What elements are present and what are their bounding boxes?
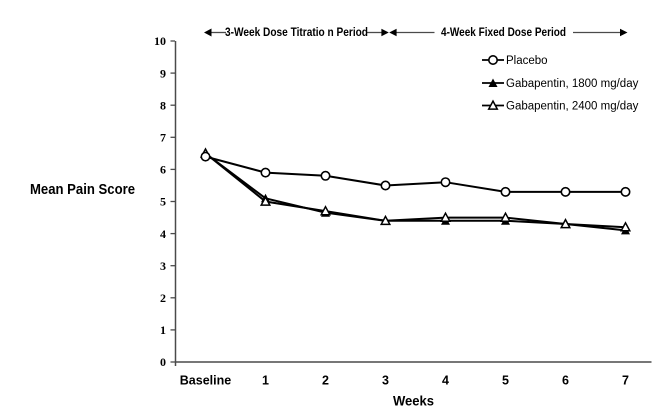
svg-text:3: 3 <box>382 374 389 388</box>
svg-text:Baseline: Baseline <box>180 374 231 388</box>
svg-text:6: 6 <box>562 374 569 388</box>
svg-text:10: 10 <box>154 34 166 48</box>
svg-text:6: 6 <box>160 163 166 177</box>
svg-text:Weeks: Weeks <box>393 393 434 409</box>
svg-text:7: 7 <box>622 374 629 388</box>
svg-text:Placebo: Placebo <box>506 55 548 67</box>
svg-text:Mean Pain Score: Mean Pain Score <box>30 181 135 198</box>
svg-text:4-Week Fixed Dose Period: 4-Week Fixed Dose Period <box>441 27 566 39</box>
svg-text:8: 8 <box>160 98 166 112</box>
svg-text:3-Week Dose Titratio n Period: 3-Week Dose Titratio n Period <box>225 27 368 39</box>
svg-text:5: 5 <box>160 195 166 209</box>
svg-text:1: 1 <box>160 323 166 337</box>
svg-text:Gabapentin, 1800 mg/day: Gabapentin, 1800 mg/day <box>506 78 639 90</box>
svg-text:Gabapentin, 2400 mg/day: Gabapentin, 2400 mg/day <box>506 101 639 113</box>
svg-text:4: 4 <box>442 374 449 388</box>
svg-text:2: 2 <box>160 291 166 305</box>
svg-text:7: 7 <box>160 131 166 145</box>
svg-text:9: 9 <box>160 66 166 80</box>
svg-text:5: 5 <box>502 374 509 388</box>
svg-text:0: 0 <box>160 355 166 369</box>
svg-text:4: 4 <box>160 227 166 241</box>
svg-text:2: 2 <box>322 374 329 388</box>
svg-text:3: 3 <box>160 259 166 273</box>
svg-text:1: 1 <box>262 374 269 388</box>
